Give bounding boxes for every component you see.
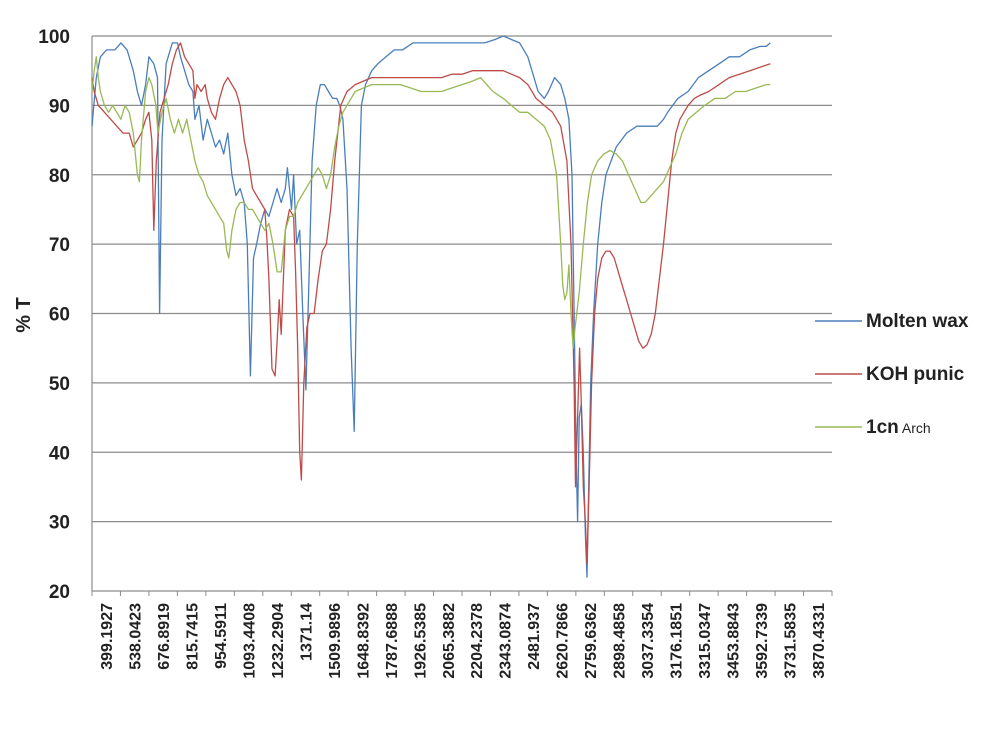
legend-label-2: KOH punic — [866, 364, 965, 385]
x-tick-label: 1648.8392 — [355, 603, 372, 679]
x-tick-label: 1509.9896 — [327, 603, 344, 679]
y-tick-label: 90 — [49, 96, 70, 117]
x-tick-label: 2204.2378 — [469, 603, 486, 679]
y-tick-label: 80 — [49, 166, 70, 187]
x-tick-label: 815.7415 — [185, 603, 202, 670]
x-tick-label: 1093.4408 — [242, 603, 259, 679]
x-tick-label: 399.1927 — [99, 603, 116, 670]
axes — [91, 36, 833, 596]
x-tick-label: 1232.2904 — [270, 603, 287, 679]
x-tick-label: 3315.0347 — [697, 603, 714, 679]
x-tick-label: 954.5911 — [213, 603, 230, 669]
y-axis-label: % T — [13, 297, 35, 333]
x-tick-label: 3453.8843 — [725, 603, 742, 679]
y-tick-label: 50 — [49, 374, 70, 395]
x-tick-label: 2620.7866 — [555, 603, 572, 679]
x-tick-label: 3592.7339 — [754, 603, 771, 679]
x-tick-label: 3870.4331 — [811, 603, 828, 679]
legend: Molten wax KOH punic 1cn Arch — [815, 311, 969, 438]
x-tick-label: 2898.4858 — [612, 603, 629, 679]
y-tick-label: 100 — [38, 27, 70, 48]
x-tick-label: 1371.14 — [298, 603, 315, 661]
x-tick-label: 2759.6362 — [583, 603, 600, 679]
legend-label-1: Molten wax — [866, 311, 969, 332]
x-tick-label: 1787.6888 — [384, 603, 401, 679]
series-line-1 — [91, 35, 771, 578]
x-tick-label: 2065.3882 — [441, 603, 458, 679]
x-tick-label: 676.8919 — [156, 603, 173, 670]
y-tick-label: 20 — [49, 582, 70, 603]
y-tick-labels: 20 30 40 50 60 70 80 90 100 — [38, 27, 70, 603]
y-tick-label: 30 — [49, 513, 70, 534]
x-tick-label: 538.0423 — [128, 603, 145, 670]
series-line-2 — [91, 42, 771, 564]
y-tick-label: 70 — [49, 235, 70, 256]
x-tick-label: 3176.1851 — [668, 603, 685, 679]
legend-label-3: 1cn Arch — [866, 417, 931, 438]
x-tick-label: 3731.5835 — [782, 603, 799, 679]
x-tick-label: 2343.0874 — [498, 603, 515, 679]
series-lines — [91, 35, 771, 578]
y-tick-label: 40 — [49, 443, 70, 464]
x-tick-labels: 399.1927 538.0423 676.8919 815.7415 954.5911… — [99, 603, 828, 679]
grid-lines — [92, 35, 832, 523]
x-tick-label: 3037.3354 — [640, 603, 657, 679]
series-line-3 — [91, 56, 771, 349]
y-tick-label: 60 — [49, 305, 70, 326]
x-tick-label: 1926.5385 — [412, 603, 429, 679]
x-tick-label: 2481.937 — [526, 603, 543, 670]
